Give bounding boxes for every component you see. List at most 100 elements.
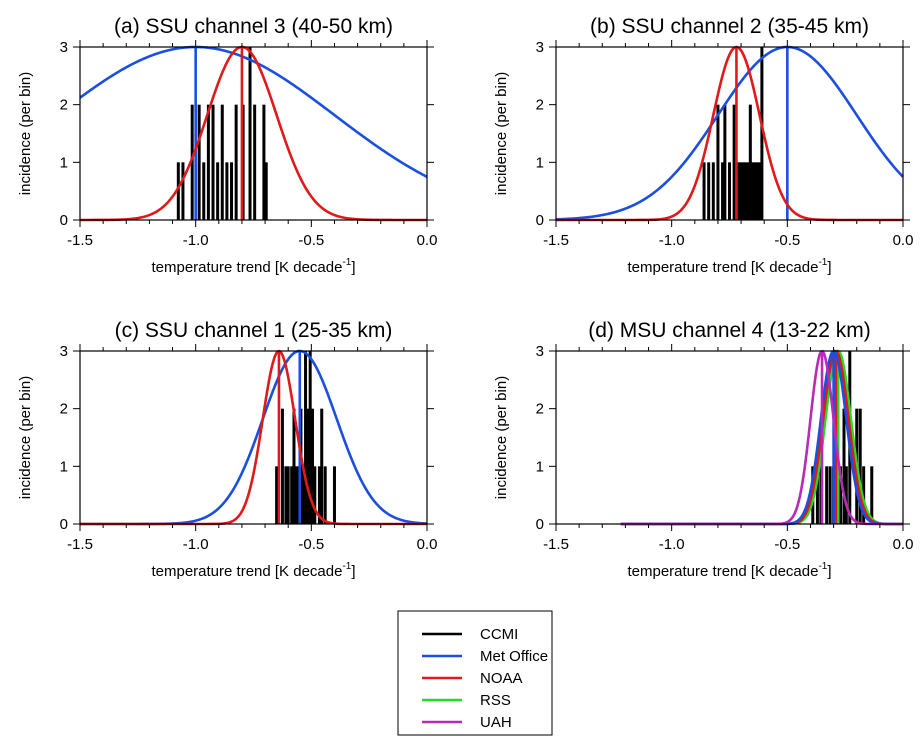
y-tick-label-3: 3 [60,343,68,360]
x-axis-label: temperature trend [K decade-1] [627,257,831,276]
x-axis-label-exponent: -1 [342,561,351,572]
ccmi-bar-14 [313,466,317,524]
y-axis-label: incidence (per bin) [493,72,510,195]
panel-title: (a) SSU channel 3 (40-50 km) [114,15,393,38]
ccmi-bar-14 [253,104,257,220]
ccmi-bar-17 [323,466,327,524]
ccmi-bar-7 [732,104,736,220]
x-axis-label: temperature trend [K decade-1] [627,561,831,580]
plot-frame [555,350,904,525]
x-tick-label-0: -1.5 [67,536,93,553]
ccmi-bar-11 [234,104,238,220]
y-tick-label-1: 1 [536,154,544,171]
curve-met-office [79,45,428,179]
ccmi-bar-2 [711,162,715,220]
curve-met-office [80,349,428,526]
ccmi-bar-9 [844,466,848,524]
legend-label-rss: RSS [480,692,511,709]
x-tick-label-2: -0.5 [298,536,324,553]
y-tick-label-2: 2 [60,401,68,418]
y-axis-label: incidence (per bin) [493,376,510,499]
x-axis-label-exponent: -1 [342,257,351,268]
ccmi-bar-3 [286,466,290,524]
ccmi-bar-14 [751,162,755,220]
chart-panel-2: -1.5 -1.0 -0.5 0.0 0 1 2 3 (c) SSU channel 1 (25… [17,319,437,580]
ccmi-bar-8 [220,104,224,220]
x-tick-label-1: -1.0 [183,536,209,553]
ccmi-bar-13 [248,47,252,220]
legend-box [397,610,553,736]
ccmi-bar-9 [739,162,743,220]
x-tick-label-0: -1.5 [543,232,569,249]
x-axis-label-end: ] [351,259,355,276]
ccmi-bar-8 [842,408,846,524]
ccmi-bar-12 [308,351,312,524]
plot-frame [555,46,904,221]
x-tick-label-2: -0.5 [774,536,800,553]
y-tick-label-0: 0 [60,516,68,533]
ccmi-bar-4 [290,466,294,524]
x-axis-label-main: temperature trend [K decade [627,563,818,580]
ccmi-bar-6 [211,104,215,220]
y-tick-label-1: 1 [60,154,68,171]
ccmi-bar-7 [839,466,843,524]
ccmi-bar-16 [264,162,268,220]
x-tick-label-1: -1.0 [183,232,209,249]
plot-frame [79,46,428,221]
ccmi-bar-15 [262,104,266,220]
panel-title: (b) SSU channel 2 (35-45 km) [590,15,869,38]
ccmi-bar-3 [716,104,720,220]
x-axis-label: temperature trend [K decade-1] [151,257,355,276]
ccmi-bar-13 [310,408,314,524]
chart-panel-1: -1.5 -1.0 -0.5 0.0 0 1 2 3 (b) SSU channel 2 (35… [493,15,913,276]
curve-met-office [555,45,904,221]
x-axis-label-end: ] [827,563,831,580]
ccmi-bar-4 [828,466,832,524]
ccmi-bar-4 [721,162,725,220]
ccmi-bar-4 [202,162,206,220]
ccmi-bar-5 [723,104,727,220]
x-axis-label-end: ] [827,259,831,276]
y-tick-label-1: 1 [536,458,544,475]
ccmi-bar-15 [753,162,757,220]
x-axis-label-main: temperature trend [K decade [151,259,342,276]
x-axis-label-exponent: -1 [818,257,827,268]
ccmi-bar-10 [230,162,234,220]
ccmi-bar-1 [815,466,819,524]
y-tick-label-2: 2 [536,97,544,114]
y-tick-label-3: 3 [536,39,544,56]
x-axis-label-end: ] [351,563,355,580]
chart-panel-3: -1.5 -1.0 -0.5 0.0 0 1 2 3 (d) MSU channel 4 (13… [493,319,913,580]
ccmi-bar-10 [741,162,745,220]
y-axis-label: incidence (per bin) [17,72,34,195]
y-tick-label-1: 1 [60,458,68,475]
ccmi-bar-6 [294,466,298,524]
y-tick-label-0: 0 [60,212,68,229]
y-tick-label-3: 3 [536,343,544,360]
ccmi-bar-7 [216,162,220,220]
y-tick-label-3: 3 [60,39,68,56]
ccmi-bar-11 [744,162,748,220]
ccmi-bar-14 [870,466,874,524]
y-tick-label-2: 2 [60,97,68,114]
ccmi-bar-0 [176,162,180,220]
ccmi-bar-5 [206,104,210,220]
x-tick-label-2: -0.5 [774,232,800,249]
x-tick-label-3: 0.0 [893,536,914,553]
legend: CCMI Met Office NOAA RSS UAH [397,610,553,736]
panel-title: (c) SSU channel 1 (25-35 km) [115,319,393,342]
ccmi-bar-12 [746,162,750,220]
x-tick-label-1: -1.0 [659,232,685,249]
ccmi-bar-10 [304,351,308,524]
x-tick-label-3: 0.0 [417,232,438,249]
x-tick-label-0: -1.5 [543,536,569,553]
curve-noaa [80,349,427,526]
legend-label-noaa: NOAA [480,670,523,687]
y-axis-label: incidence (per bin) [17,376,34,499]
x-tick-label-0: -1.5 [67,232,93,249]
ccmi-bar-8 [737,162,741,220]
x-axis-label-main: temperature trend [K decade [627,259,818,276]
x-tick-label-2: -0.5 [298,232,324,249]
